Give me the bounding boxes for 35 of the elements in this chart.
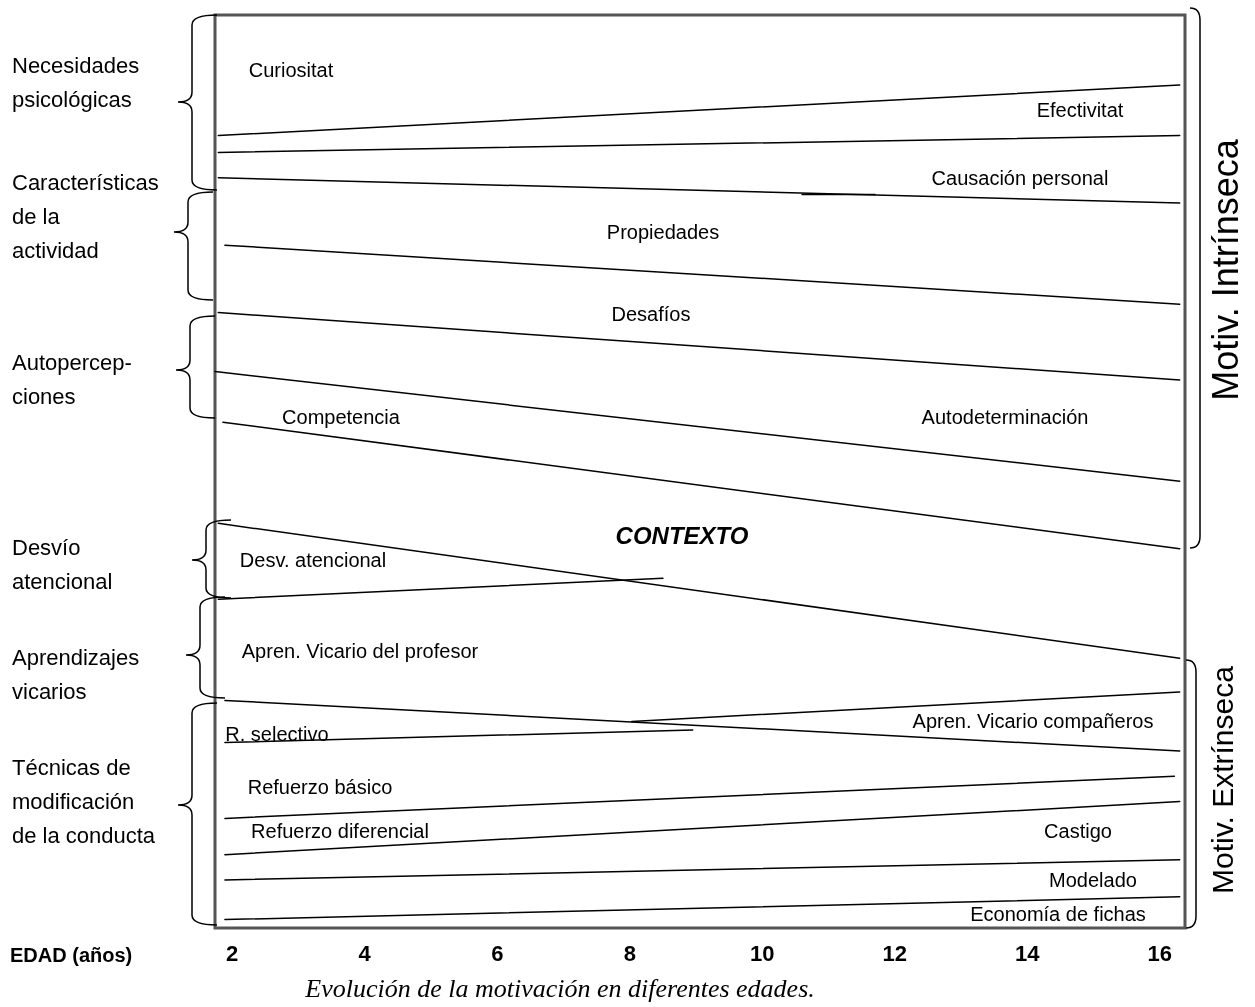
x-tick-label: 16	[1147, 940, 1173, 966]
x-tick-label: 4	[358, 940, 372, 966]
annotation: Apren. Vicario compañeros	[912, 710, 1154, 732]
text: Evolución de la motivación en diferentes edades.	[304, 973, 815, 1003]
text: Autopercep- ciones	[12, 349, 132, 409]
annotation: Apren. Vicario del profesor	[241, 640, 479, 662]
text: Desvío atencional	[12, 534, 113, 594]
annotation: Propiedades	[606, 221, 720, 243]
x-tick-label: 12	[882, 940, 908, 966]
x-tick-label: 10	[750, 940, 775, 966]
x-axis-title: EDAD (años)	[10, 944, 133, 966]
annotation: R. selectivo	[225, 723, 329, 745]
annotation: Desafíos	[611, 303, 691, 325]
annotation: Refuerzo diferencial	[251, 820, 429, 842]
annotation: Modelado	[1049, 869, 1137, 891]
annotation: Causación personal	[931, 167, 1109, 189]
annotation: CONTEXTO	[615, 521, 749, 549]
annotation: Economía de fichas	[970, 903, 1146, 925]
text: Técnicas de modificación de la conducta	[12, 754, 156, 848]
text: Motiv. Intrínseca	[1204, 138, 1246, 401]
annotation: Competencia	[282, 406, 401, 428]
annotation: Castigo	[1044, 820, 1112, 842]
annotation: Desv. atencional	[239, 549, 387, 571]
x-tick-label: 8	[623, 940, 636, 966]
text: Motiv. Extrínseca	[1205, 665, 1239, 894]
text: Características de la actividad	[12, 169, 159, 263]
text: Aprendizajes vicarios	[12, 644, 140, 704]
x-tick-label: 14	[1015, 940, 1041, 966]
text: Necesidades psicológicas	[12, 52, 140, 112]
x-tick-label: 6	[491, 940, 504, 966]
annotation: Efectivitat	[1036, 99, 1124, 121]
annotation: Autodeterminación	[921, 406, 1089, 428]
annotation: Refuerzo básico	[247, 776, 393, 798]
text: Curiositat	[248, 59, 334, 81]
x-tick-label: 2	[226, 940, 239, 966]
